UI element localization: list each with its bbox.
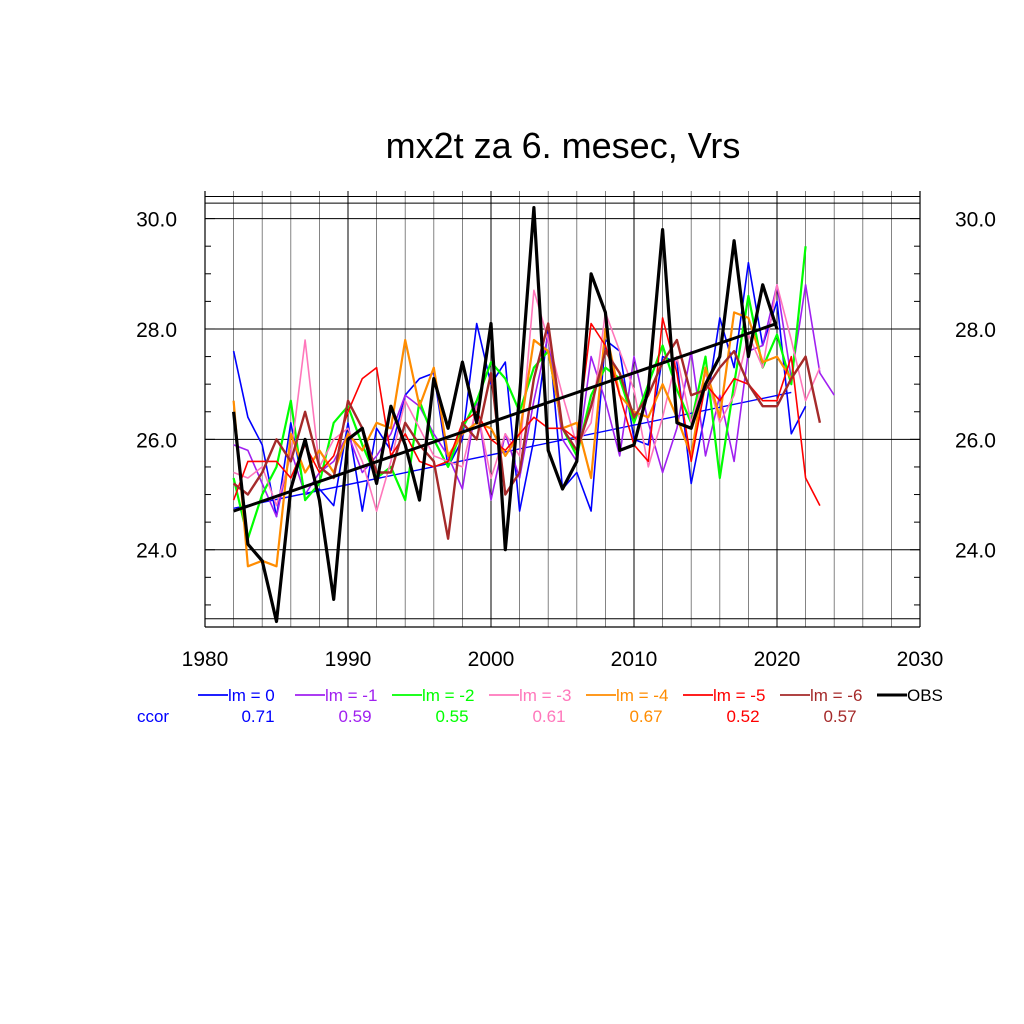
y-tick-label-left: 24.0: [136, 540, 177, 563]
legend-label: lm = 0: [228, 686, 275, 705]
ccor-value: 0.67: [629, 707, 662, 726]
ccor-label: ccor: [137, 707, 169, 726]
x-tick-label: 2020: [754, 648, 801, 671]
y-tick-label-right: 26.0: [955, 429, 996, 452]
legend-label: lm = -1: [325, 686, 377, 705]
ccor-value: 0.61: [532, 707, 565, 726]
ccor-value: 0.71: [241, 707, 274, 726]
series-line-lm-3: [233, 283, 821, 512]
y-tick-label-right: 24.0: [955, 540, 996, 563]
ccor-value: 0.57: [823, 707, 856, 726]
x-tick-label: 2000: [468, 648, 515, 671]
legend-label: OBS: [907, 686, 943, 705]
x-tick-label: 2030: [897, 648, 944, 671]
legend-label: lm = -6: [810, 686, 862, 705]
x-tick-label: 1980: [182, 648, 229, 671]
plot-area: 1980 1990 2000 2010 2020 2030 24.0 24.0 26.0 26.0…: [136, 191, 996, 671]
y-tick-label-left: 26.0: [136, 429, 177, 452]
legend-label: lm = -3: [519, 686, 571, 705]
y-tick-label-left: 30.0: [136, 209, 177, 232]
ccor-value: 0.52: [726, 707, 759, 726]
x-tick-label: 2010: [611, 648, 658, 671]
trend-line-obs: [233, 322, 778, 513]
series-line-obs: [232, 206, 779, 624]
chart-title: mx2t za 6. mesec, Vrs: [386, 125, 741, 166]
ccor-value: 0.55: [435, 707, 468, 726]
x-tick-label: 1990: [325, 648, 372, 671]
y-tick-label-right: 28.0: [955, 319, 996, 342]
y-tick-label-left: 28.0: [136, 319, 177, 342]
legend-label: lm = -2: [422, 686, 474, 705]
legend-label: lm = -5: [713, 686, 765, 705]
ccor-value: 0.59: [338, 707, 371, 726]
legend: lm = 0 0.71 lm = -1 0.59 lm = -2 0.55 lm = -3 0…: [198, 686, 943, 726]
y-tick-label-right: 30.0: [955, 209, 996, 232]
series-line-lm-1: [233, 283, 835, 518]
legend-label: lm = -4: [616, 686, 668, 705]
